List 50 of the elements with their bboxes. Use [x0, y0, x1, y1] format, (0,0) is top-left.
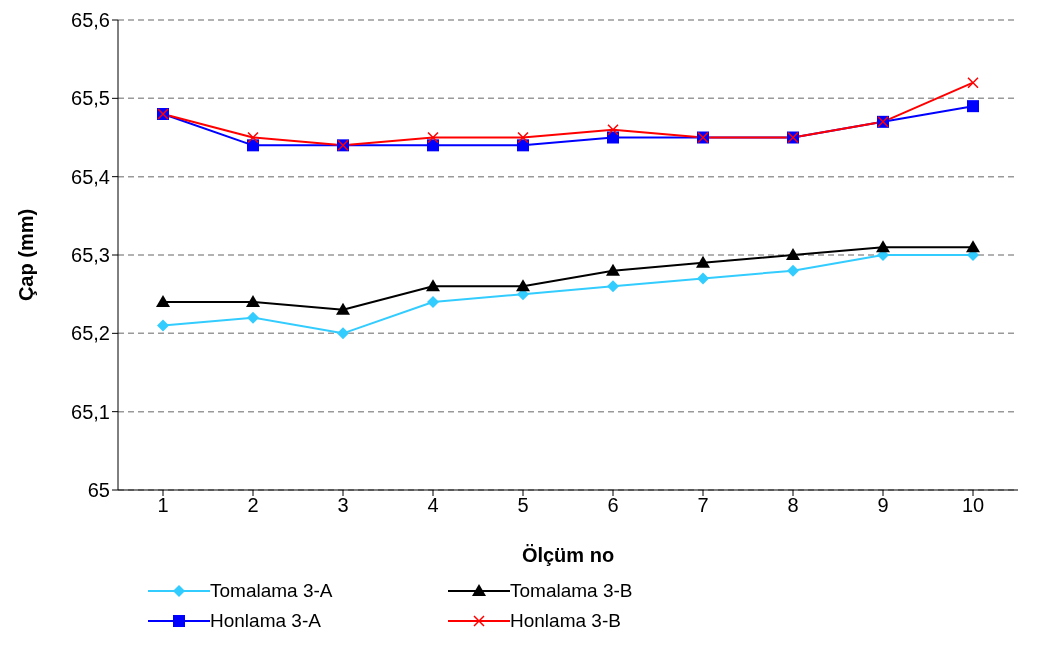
point	[607, 131, 619, 144]
point	[336, 302, 350, 315]
legend-label: Honlama 3-A	[210, 610, 321, 632]
x-tick-label: 4	[427, 494, 439, 517]
point	[426, 279, 440, 292]
x-tick-label: 7	[697, 494, 709, 517]
point	[876, 240, 890, 253]
y-axis-title: Çap (mm)	[15, 208, 38, 302]
point	[967, 100, 979, 113]
point	[427, 139, 439, 152]
point	[427, 131, 439, 144]
point	[156, 295, 170, 307]
x-tick-label: 8	[787, 494, 799, 517]
y-tick-label: 65,2	[71, 322, 110, 345]
legend-label: Tomalama 3-A	[210, 580, 333, 602]
point	[696, 255, 710, 268]
x-tick-label: 2	[247, 494, 259, 517]
y-tick-label: 65,6	[71, 9, 110, 32]
x-tick-label: 3	[337, 494, 349, 517]
point	[247, 311, 259, 324]
point	[787, 264, 799, 277]
point	[247, 139, 259, 152]
point	[337, 327, 349, 340]
point	[246, 295, 260, 307]
x-tick-label: 10	[961, 494, 985, 517]
y-tick-label: 65,1	[71, 400, 110, 423]
x-tick-label: 6	[607, 494, 619, 517]
x-tick-label: 9	[877, 494, 889, 517]
point	[427, 296, 439, 308]
point	[247, 131, 259, 144]
point	[697, 272, 709, 285]
y-tick-label: 65,5	[71, 87, 110, 110]
y-tick-label: 65,4	[71, 165, 110, 188]
legend-label: Tomalama 3-B	[510, 580, 633, 602]
point	[966, 240, 980, 253]
y-tick-label: 65,3	[71, 244, 110, 267]
y-tick-label: 65	[87, 479, 110, 502]
x-tick-label: 5	[517, 494, 529, 517]
point	[157, 319, 169, 332]
x-tick-label: 1	[157, 494, 169, 517]
point	[607, 123, 619, 136]
point	[786, 248, 800, 260]
x-axis-title: Ölçüm no	[521, 544, 615, 566]
point	[517, 131, 529, 144]
legend-label: Honlama 3-B	[510, 610, 621, 632]
point	[606, 263, 620, 276]
point	[516, 279, 530, 292]
point	[967, 76, 979, 89]
point	[607, 280, 619, 293]
point	[517, 139, 529, 152]
